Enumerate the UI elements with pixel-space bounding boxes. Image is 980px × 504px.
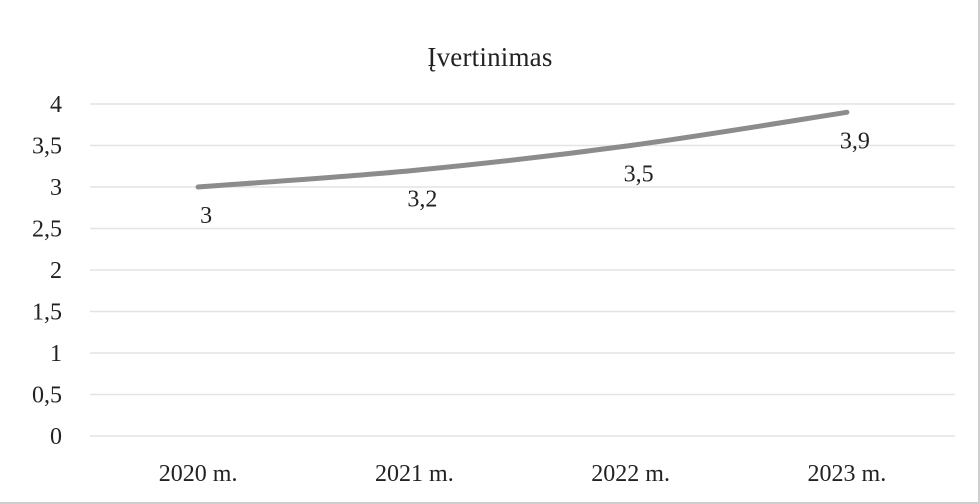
y-tick-label: 4 — [50, 92, 62, 118]
series-line — [195, 109, 850, 190]
y-tick-label: 1 — [50, 341, 62, 367]
x-tick-label: 2023 m. — [808, 461, 887, 487]
x-axis-tick-labels: 2020 m. 2021 m. 2022 m. 2023 m. — [159, 461, 886, 487]
chart-title: Įvertinimas — [427, 42, 553, 72]
y-tick-label: 3 — [50, 175, 62, 201]
y-tick-label: 1,5 — [32, 300, 62, 326]
data-label: 3,9 — [840, 128, 870, 154]
series-layer — [195, 109, 850, 190]
x-tick-label: 2022 m. — [591, 461, 670, 487]
y-tick-label: 3,5 — [32, 134, 62, 160]
data-labels: 3 3,2 3,5 3,9 — [200, 128, 870, 229]
y-tick-label: 2,5 — [32, 217, 62, 243]
y-axis-tick-labels: 0 0,5 1 1,5 2 2,5 3 3,5 4 — [32, 92, 62, 450]
y-tick-label: 0 — [50, 424, 62, 450]
y-tick-label: 0,5 — [32, 383, 62, 409]
y-tick-label: 2 — [50, 258, 62, 284]
gridlines — [90, 103, 955, 437]
data-label: 3,5 — [624, 162, 654, 188]
x-tick-label: 2020 m. — [159, 461, 238, 487]
data-label: 3 — [200, 203, 212, 229]
data-label: 3,2 — [407, 186, 437, 212]
x-tick-label: 2021 m. — [375, 461, 454, 487]
